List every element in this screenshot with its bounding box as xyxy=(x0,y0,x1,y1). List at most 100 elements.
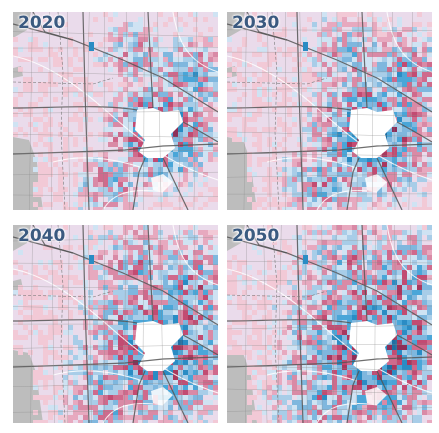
tract-cell xyxy=(38,132,43,137)
tract-cell xyxy=(178,420,183,423)
tract-cell xyxy=(357,77,362,82)
tract-cell xyxy=(312,265,317,270)
tract-cell xyxy=(163,157,168,162)
tract-cell xyxy=(98,310,103,315)
tract-cell xyxy=(427,235,432,240)
tract-cell xyxy=(417,235,422,240)
tract-cell xyxy=(282,245,287,250)
tract-cell xyxy=(412,37,417,42)
tract-cell xyxy=(13,47,18,52)
tract-cell xyxy=(208,77,213,82)
tract-cell xyxy=(347,102,352,107)
tract-cell xyxy=(113,92,118,97)
highway xyxy=(132,157,146,210)
tract-cell xyxy=(277,207,282,210)
tract-cell xyxy=(272,147,277,152)
tract-cell xyxy=(307,355,312,360)
tract-cell xyxy=(68,365,73,370)
tract-cell xyxy=(352,395,357,400)
tract-cell xyxy=(257,285,262,290)
tract-cell xyxy=(232,270,237,275)
tract-cell xyxy=(367,17,372,22)
tract-cell xyxy=(377,320,382,325)
tract-cell xyxy=(287,87,292,92)
tract-cell xyxy=(272,375,277,380)
tract-cell xyxy=(312,177,317,182)
tract-cell xyxy=(322,17,327,22)
tract-cell xyxy=(292,335,297,340)
tract-cell xyxy=(412,62,417,67)
tract-cell xyxy=(352,197,357,202)
tract-cell xyxy=(332,265,337,270)
tract-cell xyxy=(397,245,402,250)
tract-cell xyxy=(392,345,397,350)
tract-cell xyxy=(98,375,103,380)
tract-cell xyxy=(133,27,138,32)
tract-cell xyxy=(397,325,402,330)
tract-cell xyxy=(178,47,183,52)
tract-cell xyxy=(412,360,417,365)
tract-cell xyxy=(148,400,153,405)
tract-cell xyxy=(68,350,73,355)
tract-cell xyxy=(247,400,252,405)
tract-cell xyxy=(302,152,307,157)
tract-cell xyxy=(407,157,412,162)
tract-cell xyxy=(272,350,277,355)
tract-cell xyxy=(108,132,113,137)
tract-cell xyxy=(312,147,317,152)
tract-cell xyxy=(387,225,392,230)
tract-cell xyxy=(372,77,377,82)
tract-cell xyxy=(173,420,178,423)
tract-cell xyxy=(407,82,412,87)
tract-cell xyxy=(123,177,128,182)
tract-cell xyxy=(342,47,347,52)
tract-cell xyxy=(113,375,118,380)
tract-cell xyxy=(193,37,198,42)
tract-cell xyxy=(337,167,342,172)
tract-cell xyxy=(133,395,138,400)
local-road xyxy=(13,236,218,242)
tract-cell xyxy=(322,255,327,260)
tract-cell xyxy=(168,365,173,370)
tract-cell xyxy=(292,162,297,167)
tract-cell xyxy=(128,310,133,315)
tract-cell xyxy=(118,360,123,365)
tract-cell xyxy=(252,375,257,380)
tract-cell xyxy=(58,355,63,360)
tract-cell xyxy=(183,390,188,395)
tract-cell xyxy=(387,370,392,375)
tract-cell xyxy=(138,17,143,22)
tract-cell xyxy=(347,330,352,335)
tract-cell xyxy=(68,290,73,295)
tract-cell xyxy=(113,187,118,192)
tract-cell xyxy=(347,280,352,285)
tract-cell xyxy=(397,167,402,172)
tract-cell xyxy=(88,132,93,137)
tract-cell xyxy=(58,132,63,137)
tract-cell xyxy=(83,360,88,365)
highway xyxy=(13,106,138,111)
tract-cell xyxy=(357,275,362,280)
tract-cell xyxy=(53,62,58,67)
tract-cell xyxy=(412,92,417,97)
tract-cell xyxy=(282,265,287,270)
tract-cell xyxy=(178,57,183,62)
tract-cell xyxy=(332,27,337,32)
tract-cell xyxy=(317,415,322,420)
tract-cell xyxy=(133,172,138,177)
tract-cell xyxy=(128,82,133,87)
tract-cell xyxy=(272,320,277,325)
tract-cell xyxy=(143,275,148,280)
tract-cell xyxy=(232,57,237,62)
tract-cell xyxy=(277,87,282,92)
tract-cell xyxy=(427,340,432,345)
tract-cell xyxy=(332,117,337,122)
tract-cell xyxy=(73,47,78,52)
tract-cell xyxy=(297,202,302,207)
tract-cell xyxy=(412,167,417,172)
tract-cell xyxy=(267,225,272,230)
tract-cell xyxy=(382,67,387,72)
tract-cell xyxy=(337,37,342,42)
tract-cell xyxy=(307,390,312,395)
tract-cell xyxy=(422,62,427,67)
